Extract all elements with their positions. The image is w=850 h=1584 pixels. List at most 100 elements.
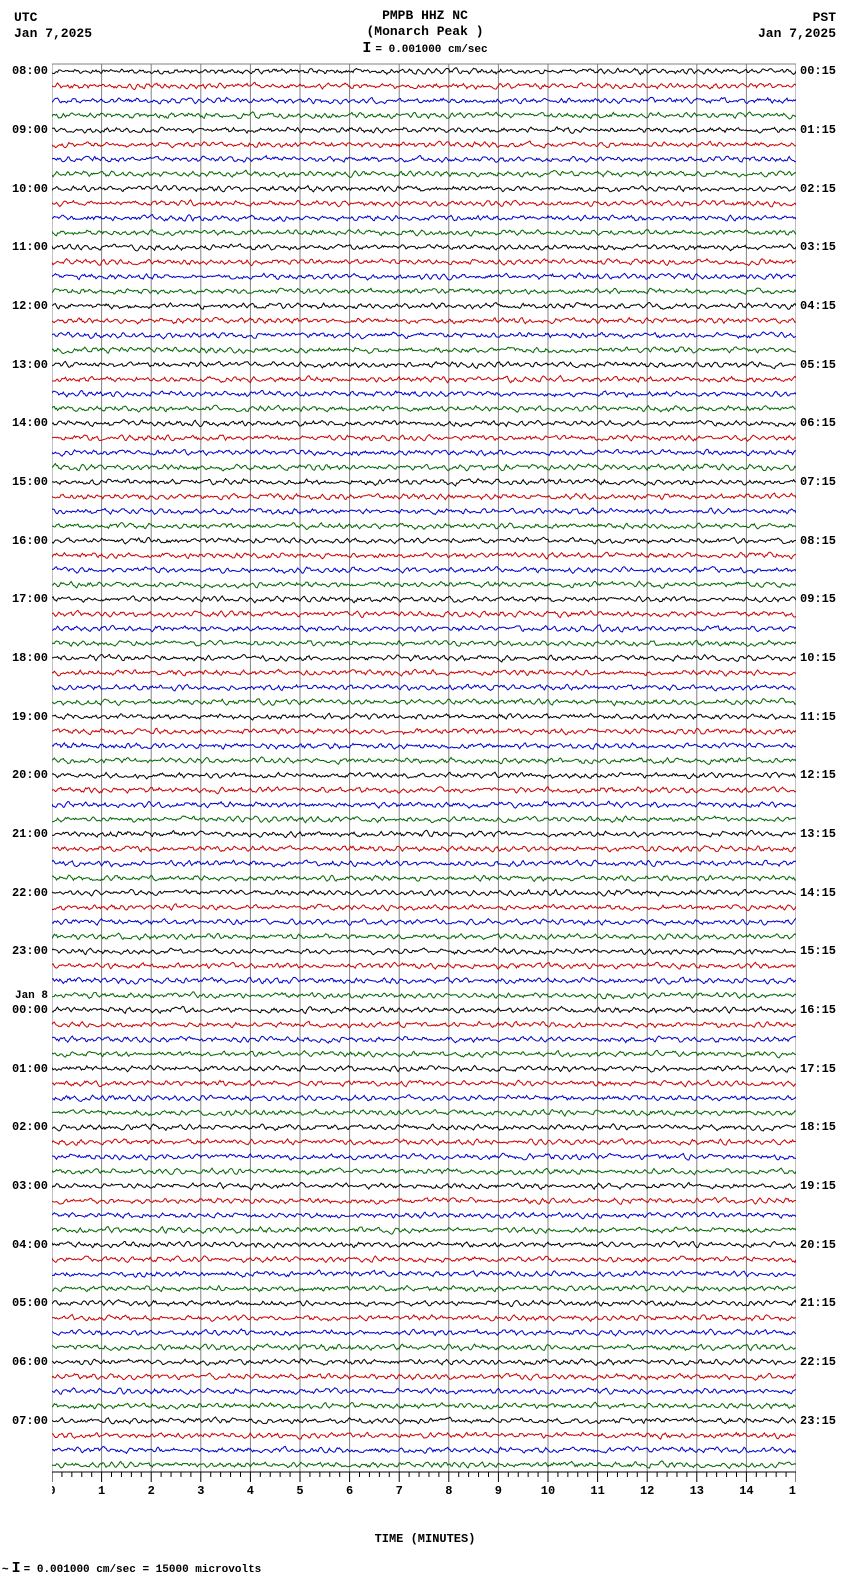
trace-line <box>52 1183 796 1190</box>
trace-line <box>52 68 796 75</box>
trace-line <box>52 992 796 999</box>
trace-line <box>52 479 796 486</box>
trace-line <box>52 1241 796 1248</box>
y-right-label: 10:15 <box>800 651 836 665</box>
y-right-label: 23:15 <box>800 1414 836 1428</box>
trace-line <box>52 332 796 339</box>
x-tick-label: 9 <box>495 1484 502 1498</box>
trace-line <box>52 904 796 911</box>
trace-line <box>52 875 796 881</box>
trace-line <box>52 1110 796 1117</box>
trace-line <box>52 889 796 896</box>
trace-line <box>52 435 796 442</box>
scale-text-top: = 0.001000 cm/sec <box>375 44 487 56</box>
x-tick-label: 8 <box>445 1484 452 1498</box>
y-right-label: 15:15 <box>800 944 836 958</box>
y-left-label: 16:00 <box>12 534 48 548</box>
x-tick-label: 7 <box>396 1484 403 1498</box>
y-axis-left: 08:0009:0010:0011:0012:0013:0014:0015:00… <box>0 60 52 1512</box>
x-tick-label: 6 <box>346 1484 353 1498</box>
trace-line <box>52 523 796 530</box>
trace-line <box>52 1153 796 1160</box>
x-tick-label: 15 <box>789 1484 796 1498</box>
trace-line <box>52 1036 796 1043</box>
y-axis-right: 00:1501:1502:1503:1504:1505:1506:1507:15… <box>796 60 850 1512</box>
x-tick-label: 2 <box>148 1484 155 1498</box>
scale-bar-icon: I <box>362 40 375 57</box>
trace-line <box>52 1402 796 1409</box>
x-tick-label: 0 <box>52 1484 56 1498</box>
trace-line <box>52 757 796 765</box>
trace-line <box>52 1198 796 1205</box>
grid <box>52 64 796 1472</box>
traces <box>52 68 796 1469</box>
x-tick-label: 3 <box>197 1484 204 1498</box>
trace-line <box>52 1227 796 1235</box>
trace-line <box>52 787 796 794</box>
y-left-label: 04:00 <box>12 1238 48 1252</box>
trace-line <box>52 816 796 823</box>
y-right-label: 01:15 <box>800 123 836 137</box>
trace-line <box>52 977 796 984</box>
x-tick-label: 10 <box>541 1484 555 1498</box>
y-left-label: 09:00 <box>12 123 48 137</box>
x-tick-label: 1 <box>98 1484 105 1498</box>
trace-line <box>52 948 796 955</box>
trace-line <box>52 127 796 133</box>
trace-line <box>52 743 796 749</box>
trace-line <box>52 552 796 559</box>
station-code: PMPB HHZ NC <box>0 8 850 23</box>
trace-line <box>52 1329 796 1336</box>
trace-line <box>52 830 796 837</box>
trace-line <box>52 625 796 632</box>
trace-line <box>52 405 796 412</box>
trace-line <box>52 933 796 940</box>
y-right-label: 21:15 <box>800 1296 836 1310</box>
y-left-label: 02:00 <box>12 1120 48 1134</box>
y-right-label: 16:15 <box>800 1003 836 1017</box>
trace-line <box>52 1139 796 1146</box>
trace-line <box>52 1212 796 1219</box>
trace-line <box>52 1124 796 1131</box>
y-right-label: 02:15 <box>800 182 836 196</box>
trace-line <box>52 493 796 500</box>
y-left-label: 12:00 <box>12 299 48 313</box>
y-right-label: 13:15 <box>800 827 836 841</box>
trace-line <box>52 1256 796 1263</box>
x-axis: 0123456789101112131415 <box>52 1472 796 1498</box>
y-right-label: 17:15 <box>800 1062 836 1076</box>
trace-line <box>52 1417 796 1424</box>
y-left-label: 22:00 <box>12 886 48 900</box>
trace-line <box>52 596 796 603</box>
y-left-label: 07:00 <box>12 1414 48 1428</box>
y-left-label: 14:00 <box>12 416 48 430</box>
y-left-label: 08:00 <box>12 64 48 78</box>
y-left-label: 17:00 <box>12 592 48 606</box>
trace-line <box>52 200 796 207</box>
trace-line <box>52 259 796 266</box>
y-right-label: 18:15 <box>800 1120 836 1134</box>
trace-line <box>52 508 796 515</box>
trace-line <box>52 801 796 808</box>
y-right-label: 11:15 <box>800 710 836 724</box>
trace-line <box>52 1168 796 1175</box>
page: UTC Jan 7,2025 PST Jan 7,2025 PMPB HHZ N… <box>0 0 850 1584</box>
y-left-label: 21:00 <box>12 827 48 841</box>
trace-line <box>52 420 796 427</box>
footer-prefix: ∼ <box>2 1564 9 1576</box>
trace-line <box>52 610 796 617</box>
trace-line <box>52 713 796 720</box>
trace-line <box>52 567 796 574</box>
trace-line <box>52 156 796 163</box>
footer-text: = 0.001000 cm/sec = 15000 microvolts <box>24 1564 262 1576</box>
trace-line <box>52 391 796 398</box>
x-tick-label: 13 <box>690 1484 704 1498</box>
y-right-label: 06:15 <box>800 416 836 430</box>
trace-line <box>52 1095 796 1102</box>
trace-line <box>52 962 796 969</box>
x-tick-label: 11 <box>590 1484 604 1498</box>
trace-line <box>52 1461 796 1468</box>
trace-line <box>52 186 796 192</box>
x-tick-label: 4 <box>247 1484 254 1498</box>
trace-line <box>52 244 796 251</box>
